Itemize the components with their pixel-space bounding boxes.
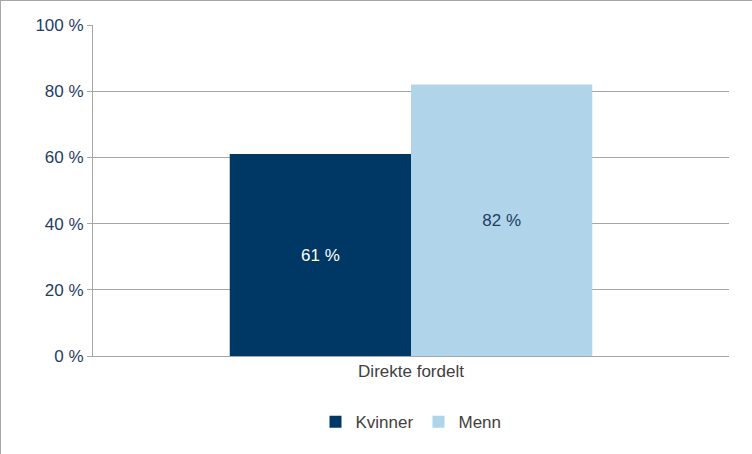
svg-text:Menn: Menn bbox=[458, 413, 501, 432]
svg-text:40 %: 40 % bbox=[45, 215, 84, 234]
svg-text:Direkte fordelt: Direkte fordelt bbox=[358, 362, 464, 381]
svg-text:0 %: 0 % bbox=[54, 347, 83, 366]
svg-text:100 %: 100 % bbox=[35, 16, 83, 35]
svg-text:Kvinner: Kvinner bbox=[356, 413, 414, 432]
svg-text:82 %: 82 % bbox=[482, 211, 521, 230]
svg-text:80 %: 80 % bbox=[45, 82, 84, 101]
svg-text:20 %: 20 % bbox=[45, 281, 84, 300]
svg-text:61 %: 61 % bbox=[301, 246, 340, 265]
svg-text:60 %: 60 % bbox=[45, 148, 84, 167]
